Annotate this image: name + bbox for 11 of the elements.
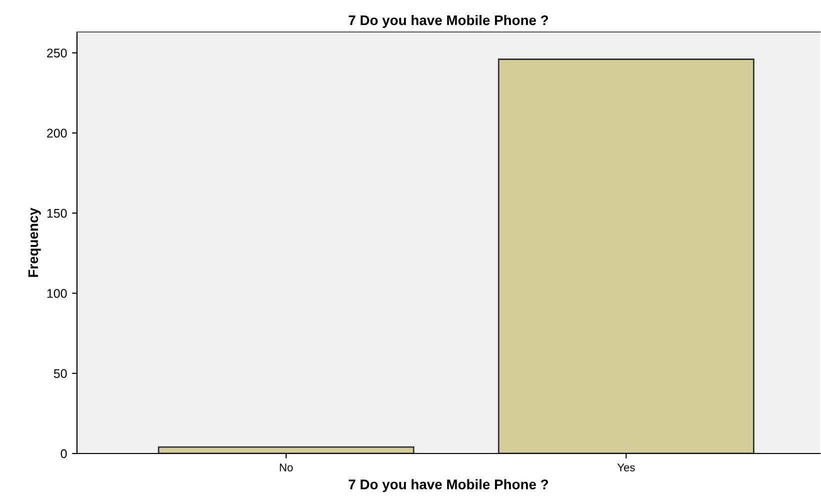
y-tick-label: 0 <box>60 449 67 458</box>
y-tick-label: 150 <box>47 208 67 218</box>
y-axis-title: Frequency <box>28 208 41 277</box>
y-tick-label: 250 <box>47 48 67 58</box>
y-tick-label: 200 <box>47 128 67 138</box>
chart-title: 7 Do you have Mobile Phone ? <box>348 14 548 28</box>
y-tick-label: 50 <box>54 369 67 378</box>
y-tick-label: 100 <box>47 289 67 298</box>
x-axis-title: 7 Do you have Mobile Phone ? <box>348 479 548 492</box>
x-tick-label: Yes <box>617 464 635 472</box>
x-tick-label: No <box>280 464 293 472</box>
